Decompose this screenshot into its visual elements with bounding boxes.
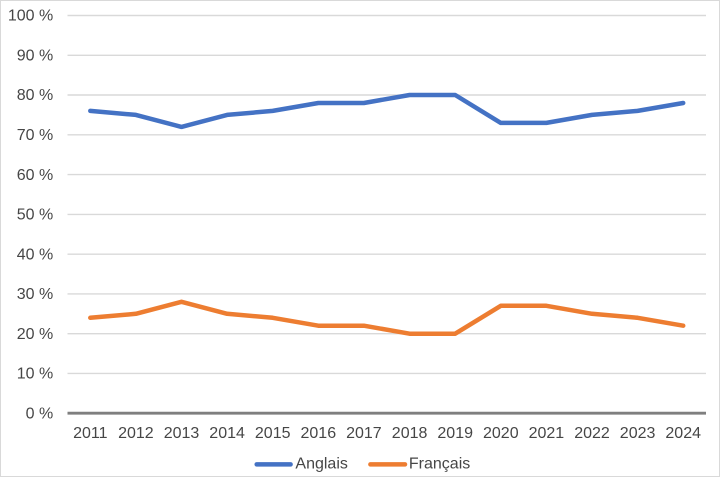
svg-text:90 %: 90 % [17,48,53,65]
svg-text:2022: 2022 [574,425,610,442]
svg-text:0 %: 0 % [26,405,54,422]
svg-text:30 %: 30 % [17,286,53,303]
svg-text:2020: 2020 [483,425,519,442]
svg-text:100 %: 100 % [8,8,53,25]
svg-text:Français: Français [409,456,470,473]
svg-text:2023: 2023 [620,425,656,442]
svg-text:Anglais: Anglais [295,456,347,473]
svg-text:2012: 2012 [118,425,154,442]
svg-text:2021: 2021 [529,425,565,442]
svg-text:2015: 2015 [255,425,291,442]
svg-text:2024: 2024 [665,425,701,442]
svg-text:2011: 2011 [73,425,108,442]
svg-text:10 %: 10 % [17,366,53,383]
svg-text:2013: 2013 [164,425,200,442]
svg-text:2019: 2019 [437,425,473,442]
svg-text:60 %: 60 % [17,167,53,184]
svg-text:40 %: 40 % [17,246,53,263]
svg-text:80 %: 80 % [17,87,53,104]
svg-text:50 %: 50 % [17,207,53,224]
svg-text:2014: 2014 [209,425,245,442]
svg-text:2017: 2017 [346,425,382,442]
svg-text:20 %: 20 % [17,326,53,343]
svg-text:2018: 2018 [392,425,428,442]
svg-text:2016: 2016 [301,425,337,442]
svg-text:70 %: 70 % [17,127,53,144]
